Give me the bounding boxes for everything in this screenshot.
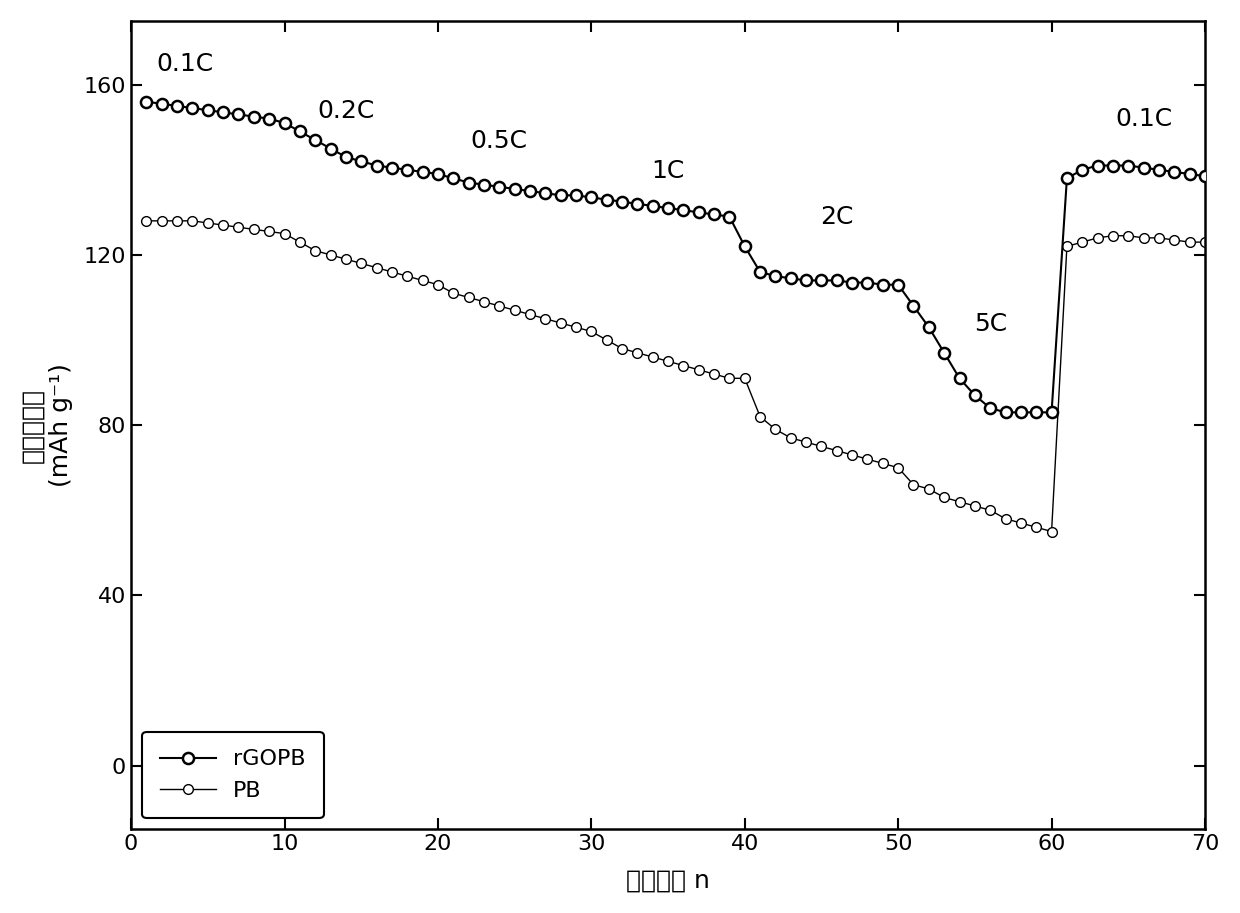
PB bbox=[1029, 522, 1044, 533]
PB bbox=[277, 228, 291, 239]
X-axis label: 循环圈数 n: 循环圈数 n bbox=[626, 868, 711, 892]
rGOPB bbox=[384, 163, 399, 173]
Text: 0.5C: 0.5C bbox=[471, 129, 528, 152]
Text: 0.2C: 0.2C bbox=[317, 99, 374, 123]
Text: 2C: 2C bbox=[820, 205, 853, 229]
rGOPB bbox=[277, 118, 291, 129]
Line: PB: PB bbox=[141, 216, 1210, 536]
Text: 0.1C: 0.1C bbox=[156, 52, 213, 76]
Text: 0.1C: 0.1C bbox=[1115, 108, 1172, 131]
PB bbox=[384, 267, 399, 278]
Text: 1C: 1C bbox=[651, 159, 684, 183]
Legend: rGOPB, PB: rGOPB, PB bbox=[143, 731, 324, 818]
PB bbox=[722, 373, 737, 383]
Text: 5C: 5C bbox=[973, 311, 1007, 336]
rGOPB bbox=[998, 407, 1013, 418]
rGOPB bbox=[1059, 173, 1074, 184]
rGOPB bbox=[1044, 407, 1059, 418]
PB bbox=[1044, 526, 1059, 537]
PB bbox=[461, 292, 476, 303]
rGOPB bbox=[722, 211, 737, 222]
PB bbox=[1059, 241, 1074, 252]
Y-axis label: 充电比容量
(mAh g⁻¹): 充电比容量 (mAh g⁻¹) bbox=[21, 363, 73, 487]
PB bbox=[1198, 236, 1213, 247]
rGOPB bbox=[1198, 171, 1213, 182]
Line: rGOPB: rGOPB bbox=[141, 96, 1210, 418]
rGOPB bbox=[461, 177, 476, 188]
PB bbox=[139, 215, 154, 226]
rGOPB bbox=[139, 96, 154, 107]
